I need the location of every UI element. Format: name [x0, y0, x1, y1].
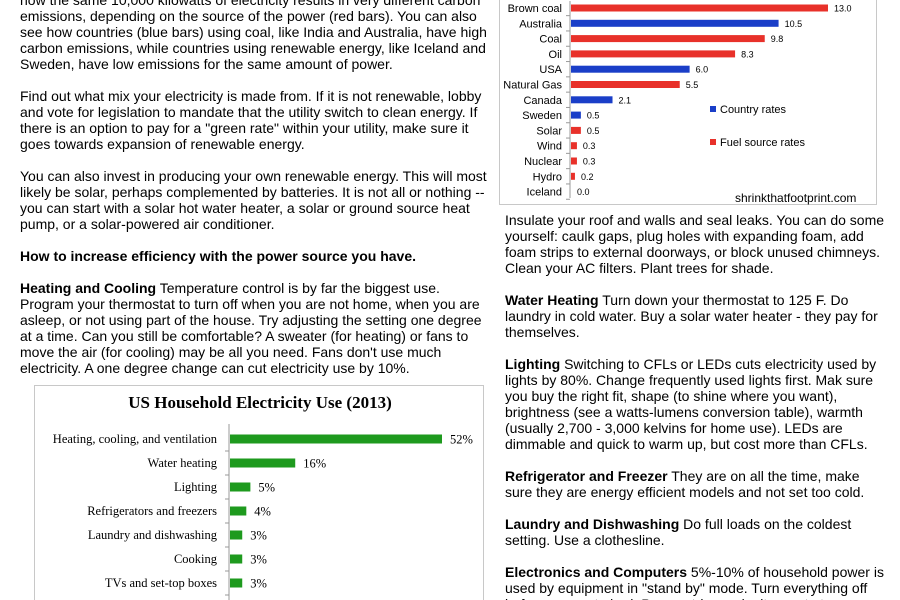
heating-cooling-paragraph: Heating and Cooling Temperature control … [20, 280, 490, 376]
carbon-value-label: 0.5 [587, 126, 600, 136]
renewable-investment-paragraph: You can also invest in producing your ow… [20, 168, 487, 232]
carbon-category-label: Australia [519, 18, 563, 30]
carbon-category-label: Sweden [522, 110, 562, 122]
carbon-category-label: Solar [536, 125, 562, 137]
carbon-bar [571, 157, 577, 165]
household-bar [230, 458, 296, 468]
household-category-label: Laundry and dishwashing [88, 528, 218, 542]
water-heating-paragraph: Water Heating Turn down your thermostat … [505, 292, 887, 340]
household-chart-title: US Household Electricity Use (2013) [128, 393, 391, 412]
carbon-bar [571, 4, 828, 12]
carbon-value-label: 8.3 [741, 49, 754, 59]
carbon-category-label: Iceland [527, 187, 562, 199]
carbon-category-label: Oil [549, 49, 562, 61]
carbon-emissions-chart: Brown coal 13.0 Australia 10.5 Coal 9.8 Oil 8.3… [499, 0, 877, 205]
household-value-label: 4% [254, 505, 271, 519]
legend-label: Fuel source rates [720, 137, 805, 149]
carbon-category-label: USA [539, 64, 562, 76]
household-value-label: 5% [258, 481, 275, 495]
electronics-title: Electronics and Computers [505, 564, 688, 580]
carbon-category-label: Hydro [533, 171, 562, 183]
carbon-bar [571, 172, 575, 180]
carbon-value-label: 2.1 [619, 95, 632, 105]
household-electricity-svg: US Household Electricity Use (2013) Heati… [53, 393, 473, 600]
lighting-body: Switching to CFLs or LEDs cuts electrici… [505, 356, 877, 452]
left-column: how the same 10,000 kilowatts of electri… [20, 0, 490, 392]
household-value-label: 3% [250, 553, 267, 567]
carbon-bar [571, 126, 581, 134]
carbon-category-label: Nuclear [524, 156, 562, 168]
heating-cooling-title: Heating and Cooling [20, 280, 157, 296]
household-category-label: TVs and set-top boxes [105, 576, 217, 590]
carbon-value-label: 0.3 [583, 157, 596, 167]
laundry-title: Laundry and Dishwashing [505, 516, 680, 532]
legend-swatch [710, 106, 716, 112]
chart-source-label: shrinkthatfootprint.com [735, 191, 856, 205]
right-column: Insulate your roof and walls and seal le… [505, 212, 887, 600]
carbon-value-label: 5.5 [686, 80, 699, 90]
carbon-emissions-svg: Brown coal 13.0 Australia 10.5 Coal 9.8 Oil 8.3… [503, 1, 856, 205]
household-value-label: 16% [303, 457, 326, 471]
carbon-bar [571, 65, 690, 73]
carbon-bar [571, 142, 577, 150]
electronics-body: 5%-10% of household power is used by equ… [505, 564, 884, 600]
lighting-paragraph: Lighting Switching to CFLs or LEDs cuts … [505, 356, 887, 452]
household-value-label: 3% [250, 529, 267, 543]
fridge-paragraph: Refrigerator and Freezer They are on all… [505, 468, 887, 500]
water-heating-body: Turn down your thermostat to 125 F. Do l… [505, 292, 878, 340]
carbon-value-label: 13.0 [834, 4, 852, 14]
household-electricity-chart: US Household Electricity Use (2013) Heati… [34, 385, 484, 600]
legend-label: Country rates [720, 104, 787, 116]
carbon-value-label: 0.5 [587, 111, 600, 121]
household-bar [230, 506, 247, 516]
household-value-label: 52% [450, 433, 473, 447]
household-bar [230, 530, 243, 540]
fridge-body: They are on all the time, make sure they… [505, 468, 865, 500]
carbon-bar [571, 50, 736, 58]
fridge-title: Refrigerator and Freezer [505, 468, 668, 484]
household-category-label: Water heating [148, 456, 218, 470]
household-category-label: Lighting [174, 480, 218, 494]
carbon-value-label: 6.0 [696, 65, 709, 75]
carbon-bar [571, 35, 765, 43]
carbon-bar [571, 19, 779, 27]
laundry-paragraph: Laundry and Dishwashing Do full loads on… [505, 516, 887, 548]
efficiency-heading: How to increase efficiency with the powe… [20, 248, 416, 264]
carbon-category-label: Brown coal [508, 3, 562, 15]
carbon-bar [571, 81, 680, 88]
lighting-title: Lighting [505, 356, 561, 372]
carbon-value-label: 0.2 [581, 172, 594, 182]
carbon-category-label: Canada [523, 95, 562, 107]
carbon-category-label: Natural Gas [503, 80, 562, 92]
water-heating-title: Water Heating [505, 292, 599, 308]
legend-swatch [710, 139, 716, 145]
household-bar [230, 482, 251, 492]
intro-paragraph: how the same 10,000 kilowatts of electri… [20, 0, 487, 72]
carbon-bar [571, 96, 613, 104]
carbon-value-label: 10.5 [785, 19, 803, 29]
household-category-label: Cooking [174, 552, 218, 566]
carbon-bar [571, 111, 581, 119]
laundry-body: Do full loads on the coldest setting. Us… [505, 516, 852, 548]
household-category-label: Heating, cooling, and ventilation [53, 432, 218, 446]
carbon-value-label: 9.8 [771, 34, 784, 44]
carbon-value-label: 0.3 [583, 141, 596, 151]
household-bar [230, 554, 243, 564]
carbon-category-label: Wind [537, 141, 562, 153]
electronics-paragraph: Electronics and Computers 5%-10% of hous… [505, 564, 887, 600]
carbon-category-label: Coal [539, 34, 562, 46]
household-bar [230, 578, 243, 588]
household-category-label: Refrigerators and freezers [87, 504, 217, 518]
insulate-paragraph: Insulate your roof and walls and seal le… [505, 212, 885, 276]
household-value-label: 3% [250, 577, 267, 591]
electricity-mix-paragraph: Find out what mix your electricity is ma… [20, 88, 482, 152]
carbon-value-label: 0.0 [577, 187, 590, 197]
heating-cooling-body: Temperature control is by far the bigges… [20, 280, 482, 376]
household-bar [230, 434, 442, 444]
